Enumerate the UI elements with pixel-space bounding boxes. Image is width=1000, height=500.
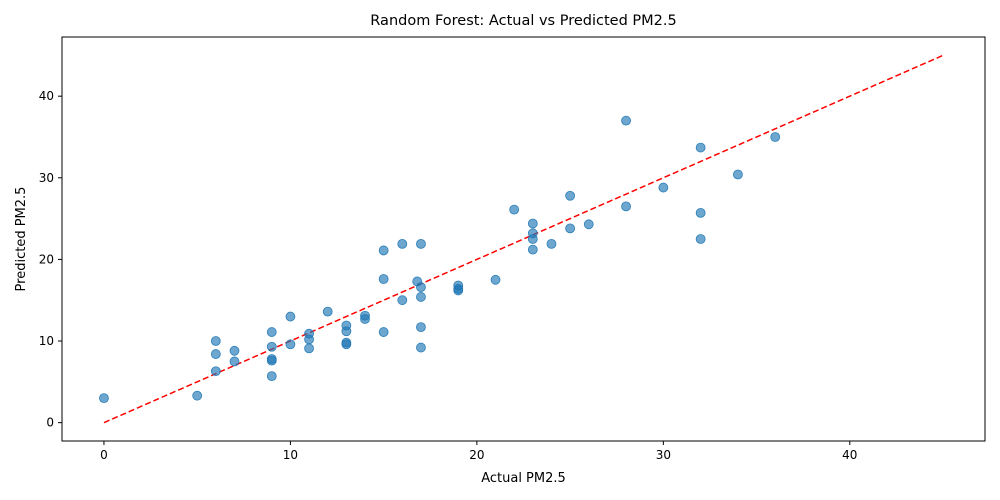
- data-point: [229, 345, 240, 356]
- data-point: [341, 339, 352, 350]
- data-point: [285, 339, 296, 350]
- x-tick-label: 20: [469, 448, 484, 462]
- data-point: [770, 132, 781, 142]
- data-point: [99, 393, 109, 404]
- data-point: [416, 342, 426, 353]
- x-tick-label: 30: [656, 448, 671, 462]
- data-point: [527, 244, 538, 255]
- y-axis-label: Predicted PM2.5: [14, 187, 29, 292]
- data-point: [360, 314, 370, 324]
- data-point: [378, 327, 389, 337]
- data-point: [397, 295, 408, 306]
- data-point: [266, 355, 277, 366]
- points-layer: [99, 115, 781, 404]
- data-point: [192, 390, 203, 401]
- data-point: [621, 115, 631, 126]
- chart-title: Random Forest: Actual vs Predicted PM2.5: [370, 13, 676, 29]
- data-point: [695, 142, 706, 153]
- data-point: [210, 336, 221, 346]
- y-tick-label: 0: [46, 416, 54, 430]
- y-tick-label: 30: [39, 171, 54, 185]
- y-tick-label: 10: [39, 334, 54, 348]
- data-point: [453, 285, 464, 296]
- data-point: [509, 204, 520, 215]
- data-point: [546, 238, 557, 249]
- data-point: [210, 349, 221, 359]
- plot-frame: [61, 36, 986, 442]
- data-point: [416, 322, 426, 333]
- data-point: [266, 341, 277, 352]
- x-tick-label: 40: [842, 448, 857, 462]
- data-point: [378, 245, 389, 256]
- data-point: [266, 327, 277, 337]
- data-point: [658, 182, 669, 193]
- data-point: [322, 306, 333, 317]
- y-tick-label: 20: [39, 252, 54, 266]
- data-point: [266, 371, 277, 382]
- data-point: [490, 274, 501, 285]
- data-point: [341, 326, 352, 337]
- data-point: [378, 274, 389, 284]
- x-tick-label: 0: [100, 448, 108, 462]
- data-point: [285, 311, 296, 322]
- x-tick-label: 10: [283, 448, 298, 462]
- y-tick-label: 40: [39, 89, 54, 103]
- data-point: [229, 356, 240, 367]
- data-point: [304, 343, 314, 354]
- data-point: [304, 334, 314, 345]
- x-axis-label: Actual PM2.5: [481, 471, 566, 486]
- data-point: [527, 234, 538, 244]
- ticks-layer: 0 10 20 30 40 0 10 20 30 40: [39, 89, 858, 462]
- data-point: [565, 223, 576, 234]
- data-point: [695, 207, 706, 218]
- data-point: [416, 282, 426, 293]
- data-point: [416, 292, 426, 302]
- data-point: [210, 366, 221, 377]
- data-point: [583, 219, 594, 230]
- data-point: [695, 234, 706, 244]
- data-point: [397, 238, 408, 249]
- data-point: [733, 169, 743, 180]
- data-point: [416, 238, 426, 249]
- data-point: [565, 190, 576, 201]
- data-point: [527, 218, 538, 229]
- data-point: [621, 201, 631, 212]
